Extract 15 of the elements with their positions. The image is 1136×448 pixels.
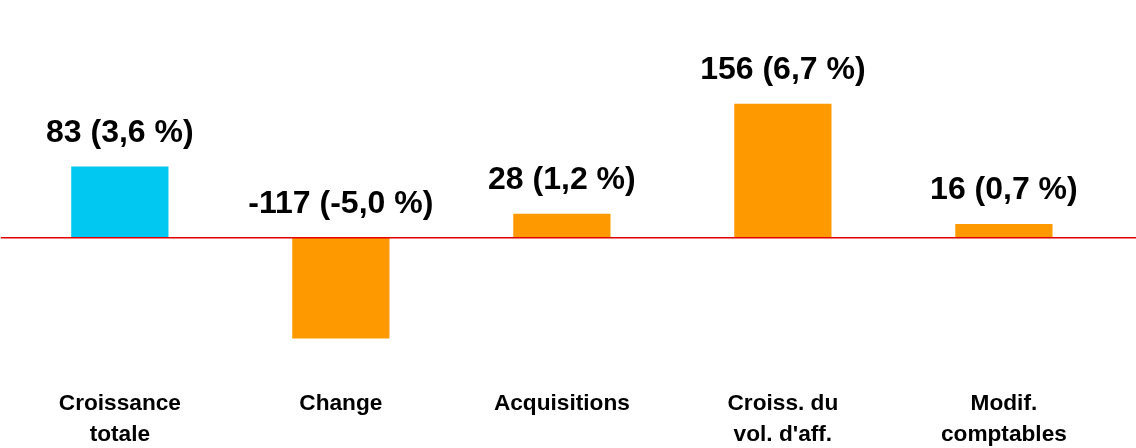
bar [734,103,832,238]
bar [292,237,390,339]
x-tick-label: Acquisitions [493,388,630,415]
bar [513,213,611,238]
x-tick-label: Croiss. du vol. d'aff. [727,388,839,446]
x-tick-label: Change [299,388,383,415]
bar [71,166,169,238]
data-label: 28 (1,2 %) [488,159,636,196]
data-label: -117 (-5,0 %) [248,183,434,220]
data-label: 156 (6,7 %) [700,49,866,86]
x-tick-label: Croissance totale [58,388,181,446]
data-label: 83 (3,6 %) [46,112,194,149]
x-tick-label: Modif. comptables [940,388,1067,446]
data-label: 16 (0,7 %) [930,170,1078,207]
bar [955,224,1053,238]
